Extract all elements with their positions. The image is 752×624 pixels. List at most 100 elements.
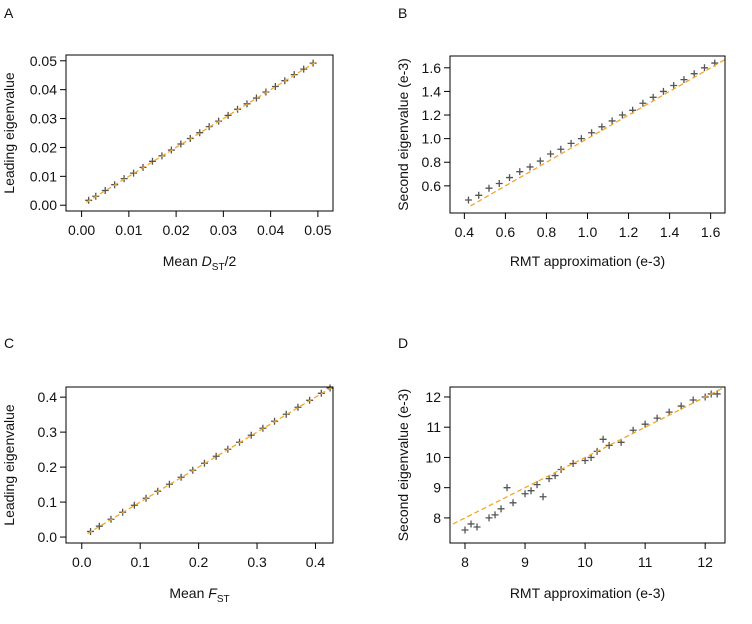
point (95, 522, 103, 530)
x-tick-label: 1.4 (660, 224, 680, 240)
point (491, 511, 499, 519)
y-tick-label: 1.0 (422, 131, 442, 147)
x-tick-label: 1.6 (701, 224, 721, 240)
x-axis-label: RMT approximation (e-3) (510, 585, 665, 601)
x-tick-label: 0.01 (115, 222, 142, 238)
point (485, 184, 493, 192)
panel: D 8 9 10 11 12 8 9 10 11 12 RMT approximation (e-3)… (395, 335, 726, 601)
point (503, 484, 511, 492)
y-tick-label: 0.05 (30, 53, 57, 69)
point (148, 157, 156, 165)
y-axis-label: Second eigenvalue (e-3) (395, 58, 411, 211)
point (101, 186, 109, 194)
x-axis-label-part: Mean (169, 585, 208, 601)
point (605, 441, 613, 449)
y-axis-label: Leading eigenvalue (1, 404, 17, 526)
point (670, 82, 678, 90)
panel-label: C (4, 335, 14, 351)
point (464, 196, 472, 204)
point (659, 87, 667, 95)
panel: C 0.0 0.1 0.2 0.3 0.4 0.0 0.1 0.2 0.3 0.4 Mean FST L… (1, 335, 334, 605)
plot-frame (65, 54, 334, 212)
y-tick-label: 0.01 (30, 168, 57, 184)
x-tick-label: 0.05 (304, 222, 331, 238)
point (700, 64, 708, 72)
x-axis-label-part: D (202, 253, 212, 269)
point (196, 129, 204, 137)
x-axis-label-part: ST (212, 262, 225, 273)
point (649, 93, 657, 101)
plot-frame (449, 55, 726, 214)
point (539, 493, 547, 501)
x-axis-label-part: ST (217, 594, 230, 605)
y-tick-label: 0.04 (30, 82, 57, 98)
point (618, 111, 626, 119)
point (506, 174, 514, 182)
x-axis-label-part: F (208, 585, 218, 601)
point (177, 140, 185, 148)
point (212, 452, 220, 460)
panel-label: B (398, 5, 407, 21)
y-tick-label: 0.8 (422, 154, 442, 170)
point (588, 129, 596, 137)
y-tick-label: 1.6 (422, 60, 442, 76)
point (224, 111, 232, 119)
x-tick-label: 0.6 (496, 224, 516, 240)
x-axis-label: Mean DST/2 (163, 253, 237, 273)
point (252, 94, 260, 102)
x-tick-label: 0.4 (306, 554, 326, 570)
x-tick-label: 0.0 (72, 554, 92, 570)
point (577, 135, 585, 143)
point (130, 501, 138, 509)
point (557, 145, 565, 153)
x-tick-label: 0.8 (537, 224, 557, 240)
point (599, 435, 607, 443)
point (713, 390, 721, 398)
point (282, 410, 290, 418)
x-tick-label: 0.03 (210, 222, 237, 238)
point (271, 82, 279, 90)
x-tick-label: 0.2 (189, 554, 209, 570)
point (547, 150, 555, 158)
x-axis-label-part: RMT approximation (e-3) (510, 585, 665, 601)
point (467, 520, 475, 528)
x-tick-label: 0.04 (257, 222, 284, 238)
y-tick-label: 0.00 (30, 197, 57, 213)
point (567, 139, 575, 147)
x-tick-label: 0.02 (162, 222, 189, 238)
point (475, 191, 483, 199)
y-axis-label: Leading eigenvalue (1, 72, 17, 194)
x-axis-label-part: RMT approximation (e-3) (510, 253, 665, 269)
point (497, 505, 505, 513)
panel-label: A (4, 5, 14, 21)
y-tick-label: 1.2 (422, 107, 442, 123)
reference-line (87, 386, 334, 535)
point (526, 163, 534, 171)
y-tick-label: 11 (426, 419, 441, 435)
y-tick-label: 0.02 (30, 139, 57, 155)
point (300, 65, 308, 73)
panel: B 0.4 0.6 0.8 1.0 1.2 1.4 1.6 0.6 0.8 1.0 1.2 1.4 1.6… (395, 5, 726, 269)
y-axis-label: Second eigenvalue (e-3) (395, 389, 411, 542)
y-tick-label: 9 (433, 480, 441, 496)
reference-line (85, 60, 319, 203)
y-tick-label: 0.4 (38, 389, 58, 405)
x-tick-label: 1.2 (619, 224, 639, 240)
point (509, 499, 517, 507)
y-tick-label: 0.3 (38, 424, 58, 440)
x-axis-label-part: /2 (225, 253, 237, 269)
point (641, 420, 649, 428)
point (527, 487, 535, 495)
y-tick-label: 0.0 (38, 529, 58, 545)
point (639, 99, 647, 107)
x-tick-label: 0.00 (68, 222, 95, 238)
y-axis-label-part: Second eigenvalue (e-3) (395, 58, 411, 211)
y-tick-label: 10 (425, 449, 441, 465)
point (689, 396, 697, 404)
point (516, 168, 524, 176)
x-tick-label: 0.4 (455, 224, 475, 240)
point (569, 459, 577, 467)
y-tick-label: 1.4 (422, 83, 442, 99)
point (521, 490, 529, 498)
